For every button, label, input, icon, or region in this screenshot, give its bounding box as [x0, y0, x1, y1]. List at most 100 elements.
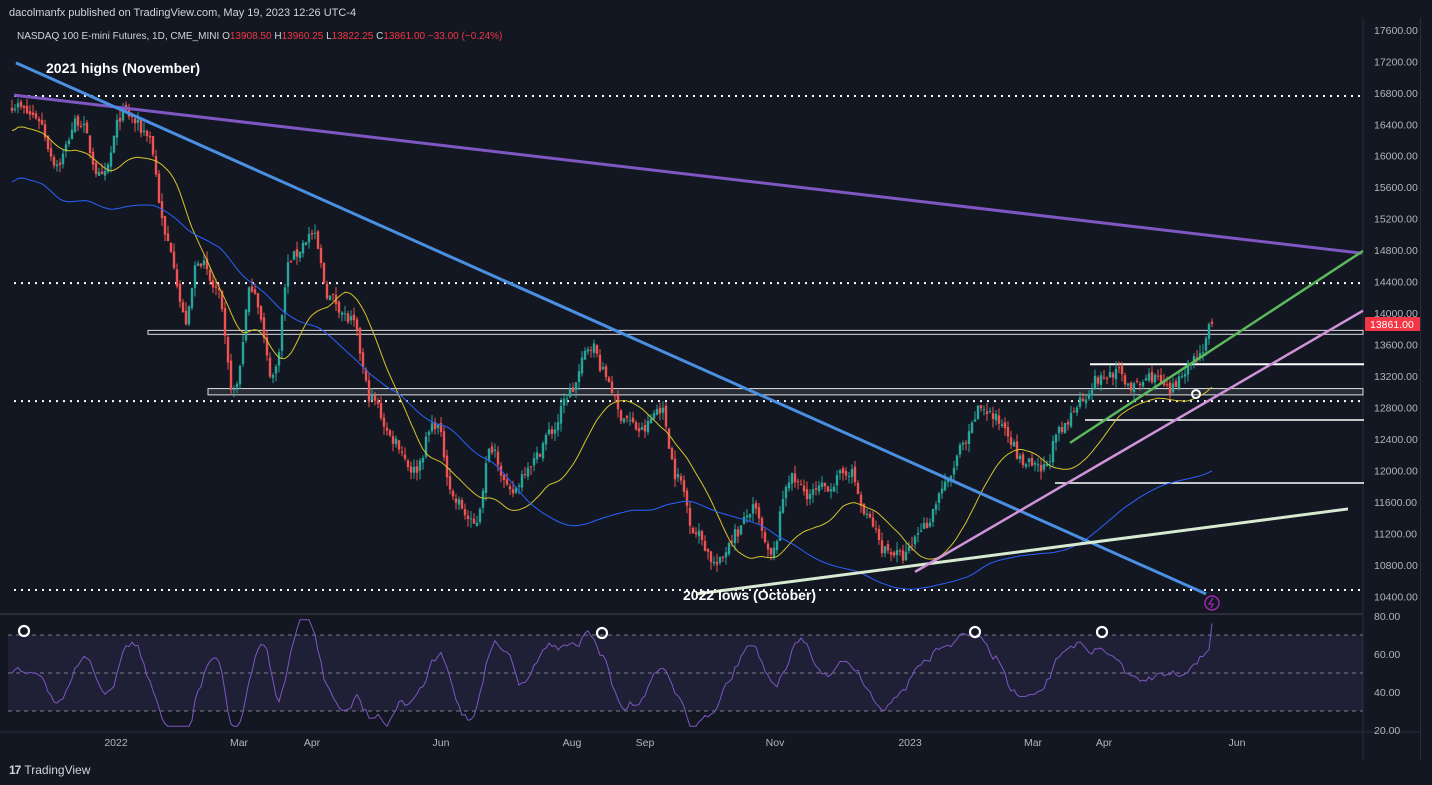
candle-body — [142, 130, 146, 132]
high-value: 13960.25 — [281, 31, 324, 42]
candle-body — [772, 547, 776, 557]
candle-body — [148, 135, 152, 138]
candle-body — [139, 119, 143, 134]
candle-body — [583, 350, 587, 360]
candle-body — [385, 427, 389, 431]
candle-body — [1033, 463, 1037, 465]
candle-body — [46, 135, 50, 150]
candle-body — [301, 242, 305, 254]
candle-body — [985, 411, 989, 414]
candle-body — [928, 522, 932, 527]
y-tick-label: 15600.00 — [1374, 182, 1418, 194]
candle-body — [901, 550, 905, 561]
candle-body — [43, 124, 47, 138]
candle-body — [163, 215, 167, 235]
candle-body — [505, 479, 509, 485]
candle-body — [640, 427, 644, 430]
y-tick-label: 17600.00 — [1374, 25, 1418, 37]
candle-body — [352, 314, 356, 321]
candle-body — [325, 283, 329, 299]
candle-body — [706, 548, 710, 552]
last-price-tag — [1365, 317, 1420, 332]
candle-body — [307, 233, 311, 243]
candle-body — [304, 242, 308, 245]
candle-body — [424, 436, 428, 457]
candle-body — [1012, 442, 1016, 447]
candle-body — [403, 454, 407, 459]
support-trendline — [696, 507, 1349, 596]
candle-body — [103, 170, 107, 176]
candle-body — [817, 485, 821, 492]
candle-body — [934, 504, 938, 510]
candle-body — [793, 473, 797, 483]
rsi-tick-label: 60.00 — [1374, 649, 1400, 661]
pink-trendline — [914, 309, 1364, 573]
candle-body — [190, 288, 194, 308]
candle-body — [310, 232, 314, 235]
candle-body — [727, 543, 731, 555]
candle-body — [1081, 398, 1085, 402]
candle-body — [646, 420, 650, 432]
candle-body — [1168, 382, 1172, 395]
candle-body — [493, 449, 497, 452]
candle-body — [907, 546, 911, 551]
candle-body — [892, 552, 896, 556]
candle-body — [871, 517, 875, 527]
candle-body — [256, 293, 260, 308]
candle-body — [712, 561, 716, 564]
candle-body — [919, 530, 923, 532]
candle-body — [52, 157, 56, 166]
x-tick-label: Sep — [636, 737, 655, 749]
candle-body — [1171, 383, 1175, 393]
candle-body — [931, 508, 935, 523]
candle-body — [196, 263, 200, 266]
candle-body — [337, 301, 341, 313]
candle-body — [418, 460, 422, 471]
candle-body — [823, 482, 827, 487]
tradingview-footer[interactable]: 17 TradingView — [9, 763, 90, 777]
candle-body — [1123, 375, 1127, 385]
candle-body — [1000, 424, 1004, 426]
candle-body — [1090, 389, 1094, 396]
candle-body — [181, 302, 185, 313]
candle-body — [1069, 412, 1073, 427]
candle-body — [796, 481, 800, 483]
candle-body — [979, 405, 983, 409]
candle-body — [238, 366, 242, 385]
close-label: C — [376, 31, 384, 42]
candle-body — [994, 414, 998, 421]
candle-body — [718, 556, 722, 563]
candle-body — [358, 328, 362, 354]
candle-body — [622, 418, 626, 423]
candle-body — [628, 419, 632, 421]
candle-body — [949, 475, 953, 479]
candle-body — [19, 101, 23, 107]
candle-body — [808, 493, 812, 499]
candle-body — [1096, 377, 1100, 384]
symbol-name[interactable]: NASDAQ 100 E-mini Futures, 1D, CME_MINI — [17, 31, 220, 42]
candle-body — [502, 474, 506, 480]
candle-body — [40, 120, 44, 125]
y-tick-label: 16000.00 — [1374, 151, 1418, 163]
candle-body — [958, 444, 962, 455]
candle-body — [319, 248, 323, 264]
candle-body — [34, 113, 38, 119]
candle-body — [379, 402, 383, 419]
candle-body — [1180, 376, 1184, 378]
open-value: 13908.50 — [229, 31, 272, 42]
candle-body — [781, 498, 785, 513]
candle-body — [1159, 374, 1163, 384]
candle-body — [133, 118, 137, 124]
candle-body — [1105, 378, 1109, 380]
candle-body — [700, 531, 704, 540]
candle-body — [88, 135, 92, 154]
candle-body — [832, 486, 836, 492]
candle-body — [64, 144, 68, 152]
candle-body — [460, 500, 464, 509]
candle-body — [466, 515, 470, 520]
candle-body — [109, 152, 113, 167]
rsi-divergence-marker — [1095, 625, 1109, 639]
candle-body — [889, 552, 893, 555]
candle-body — [484, 463, 488, 493]
